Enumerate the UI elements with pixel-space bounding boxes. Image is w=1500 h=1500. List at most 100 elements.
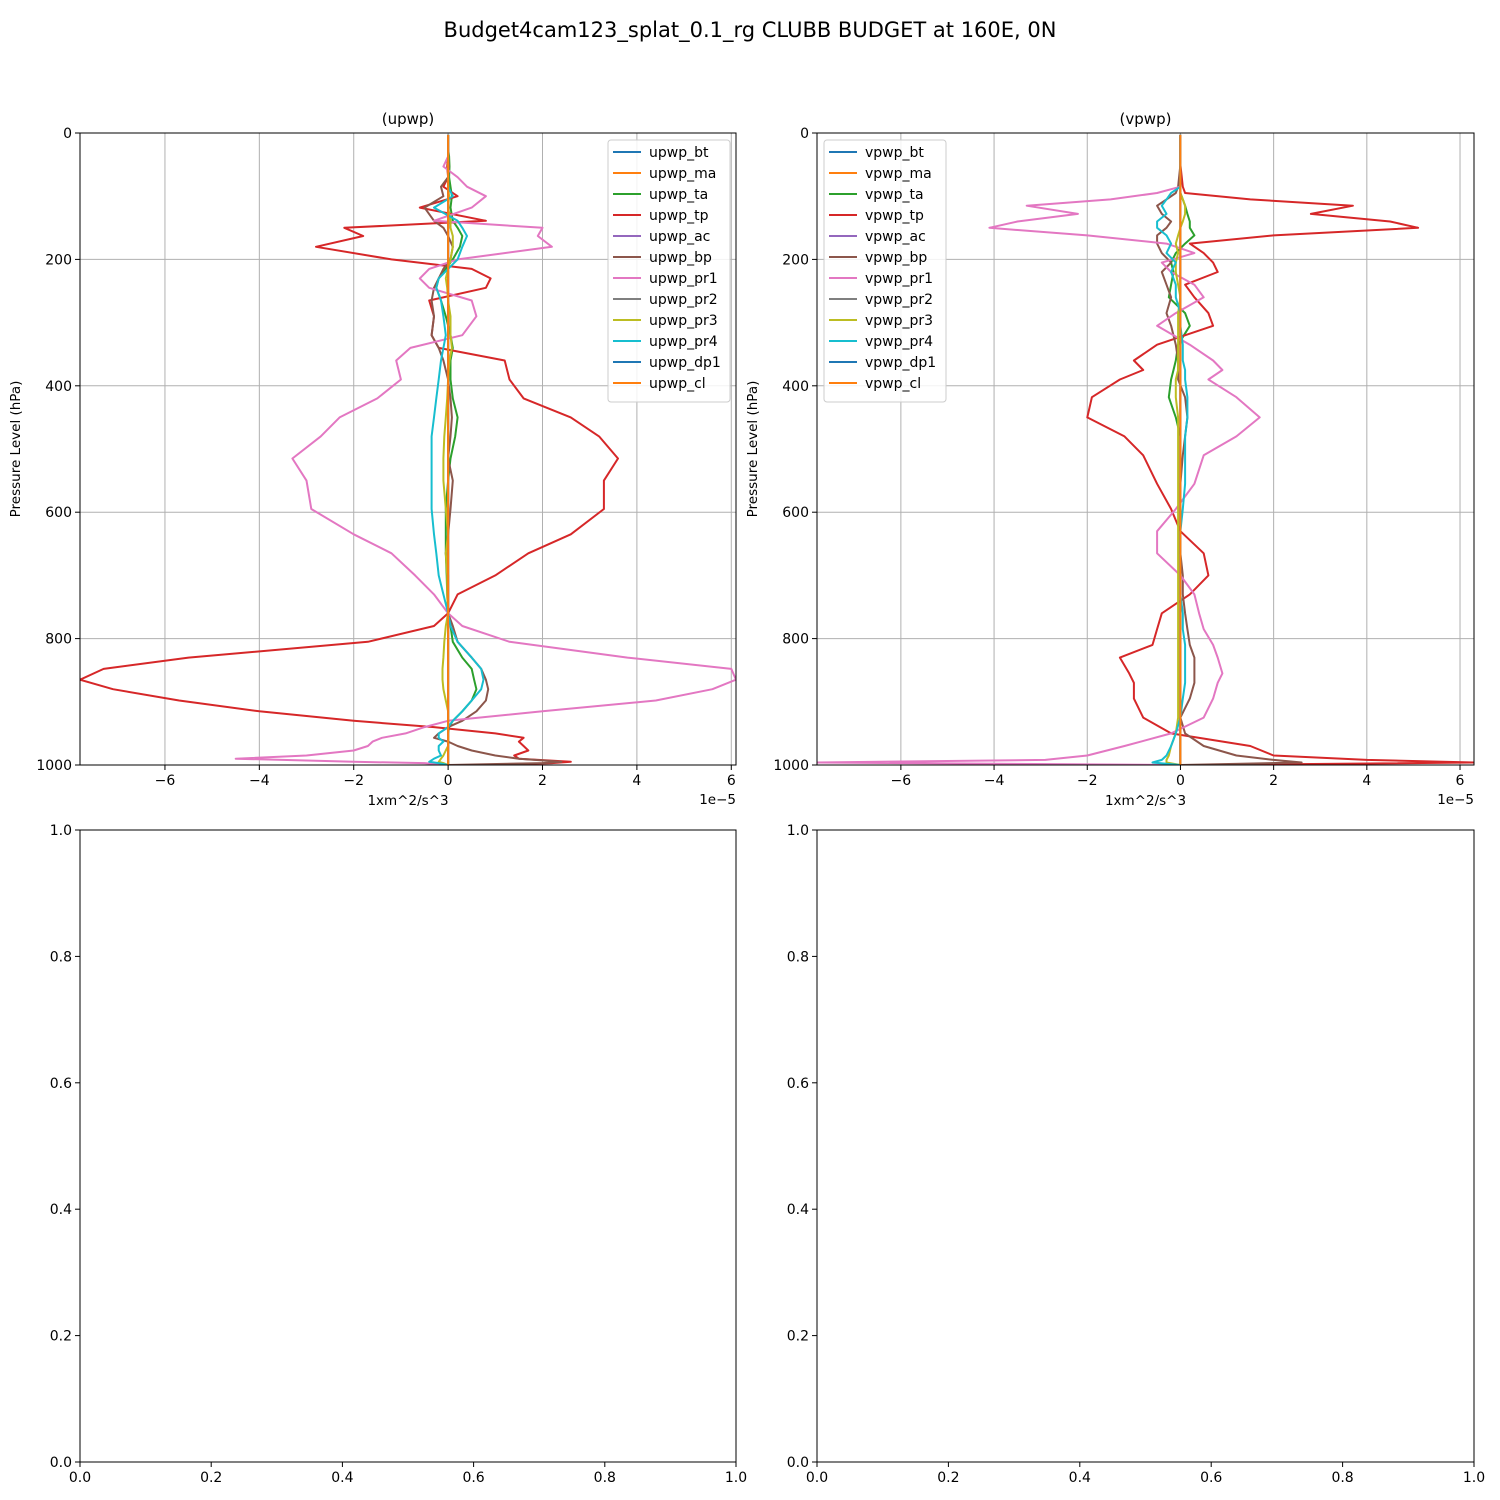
y-tick-label: 1000 <box>773 758 809 774</box>
x-tick-label: 0.8 <box>1331 1470 1353 1486</box>
legend-label-upwp_ma: upwp_ma <box>649 166 716 182</box>
y-tick-label: 0.8 <box>50 949 72 965</box>
legend-box <box>823 139 947 403</box>
legend-label-upwp_tp: upwp_tp <box>649 208 709 224</box>
axes-title: (vpwp) <box>1120 110 1172 128</box>
legend-label-vpwp_pr2: vpwp_pr2 <box>865 292 933 308</box>
x-tick-label: 2 <box>1269 773 1278 789</box>
legend-label-vpwp_bt: vpwp_bt <box>865 145 924 161</box>
x-tick-label: 0.6 <box>1200 1470 1222 1486</box>
axes-title: (upwp) <box>382 110 435 128</box>
legend-label-upwp_dp1: upwp_dp1 <box>649 355 721 371</box>
figure-suptitle: Budget4cam123_splat_0.1_rg CLUBB BUDGET … <box>444 18 1057 43</box>
panel-3: 0.0 0.2 0.4 0.6 0.8 1.0 0.0 0.2 0.4 0.6 0.8 1.0 <box>50 823 747 1486</box>
series-line-vpwp_pr3 <box>1165 134 1187 765</box>
series-line-vpwp_pr1 <box>817 134 1261 765</box>
legend-label-upwp_ac: upwp_ac <box>649 229 710 245</box>
y-tick-label: 600 <box>782 505 809 521</box>
legend-label-vpwp_cl: vpwp_cl <box>865 376 921 392</box>
legend-label-vpwp_bp: vpwp_bp <box>865 250 927 266</box>
legend-label-vpwp_pr1: vpwp_pr1 <box>865 271 933 287</box>
y-tick-label: 800 <box>45 632 72 648</box>
y-axis-label: Pressure Level (hPa) <box>8 381 24 518</box>
legend-label-vpwp_tp: vpwp_tp <box>865 208 924 224</box>
panel-4: 0.0 0.2 0.4 0.6 0.8 1.0 0.0 0.2 0.4 0.6 0.8 1.0 <box>787 823 1485 1486</box>
y-tick-label: 800 <box>782 632 809 648</box>
x-tick-label: 0.4 <box>331 1470 353 1486</box>
x-tick-label: 0.0 <box>69 1470 91 1486</box>
legend-label-upwp_bp: upwp_bp <box>649 250 712 266</box>
series-line-upwp_pr1 <box>234 134 736 765</box>
x-tick-label: −2 <box>1077 773 1098 789</box>
y-tick-label: 600 <box>45 505 72 521</box>
y-tick-label: 1.0 <box>50 823 72 839</box>
axes-frame <box>816 132 1475 766</box>
y-axis-label: Pressure Level (hPa) <box>745 381 761 518</box>
axes-frame <box>79 132 737 766</box>
legend-label-upwp_pr2: upwp_pr2 <box>649 292 718 308</box>
y-tick-label: 0 <box>63 126 72 142</box>
x-tick-label: 0.2 <box>937 1470 959 1486</box>
legend-label-vpwp_dp1: vpwp_dp1 <box>865 355 936 371</box>
y-tick-label: 1000 <box>36 758 72 774</box>
x-tick-label: 6 <box>727 773 736 789</box>
x-tick-label: 2 <box>538 773 547 789</box>
y-tick-label: 200 <box>782 252 809 268</box>
series-group <box>80 134 736 765</box>
panels-group: −6 −4 −2 0 2 4 602004006008001000(upwp)1xm^2/s… <box>8 110 1485 1486</box>
x-tick-label: −4 <box>249 773 270 789</box>
legend-label-upwp_pr1: upwp_pr1 <box>649 271 718 287</box>
y-tick-label: 0.0 <box>787 1455 809 1471</box>
panel-1: −6 −4 −2 0 2 4 6 0 200 400 600 800 1000 (upwp) 1xm^2/s… <box>8 110 737 809</box>
legend-label-vpwp_ma: vpwp_ma <box>865 166 932 182</box>
legend: vpwp_bt vpwp_ma vpwp_ta vpwp_tp vpwp_ac vpwp_… <box>823 139 947 403</box>
x-tick-label: 1.0 <box>725 1470 747 1486</box>
legend-label-vpwp_ac: vpwp_ac <box>865 229 926 245</box>
legend-label-upwp_bt: upwp_bt <box>649 145 709 161</box>
x-axis-offset-text: 1e−5 <box>1437 792 1474 808</box>
y-tick-label: 0.6 <box>50 1076 72 1092</box>
x-tick-label: −2 <box>343 773 364 789</box>
x-tick-label: 1.0 <box>1463 1470 1485 1486</box>
legend-label-upwp_pr4: upwp_pr4 <box>649 334 718 350</box>
axes-frame <box>79 829 737 1463</box>
x-tick-label: 0.8 <box>594 1470 616 1486</box>
y-tick-label: 0 <box>800 126 809 142</box>
x-tick-label: 0.0 <box>806 1470 828 1486</box>
series-line-upwp_pr4 <box>428 134 485 765</box>
series-line-vpwp_tp <box>1086 134 1474 765</box>
x-tick-label: −6 <box>155 773 176 789</box>
y-tick-label: 0.4 <box>50 1202 72 1218</box>
legend-label-upwp_ta: upwp_ta <box>649 187 708 203</box>
legend-label-vpwp_pr3: vpwp_pr3 <box>865 313 933 329</box>
legend-label-upwp_cl: upwp_cl <box>649 376 706 392</box>
y-tick-label: 400 <box>45 379 72 395</box>
legend-label-vpwp_pr4: vpwp_pr4 <box>865 334 933 350</box>
x-axis-label: 1xm^2/s^3 <box>367 793 448 809</box>
series-line-upwp_tp <box>80 134 619 765</box>
x-tick-label: 4 <box>1362 773 1371 789</box>
axes-frame <box>816 829 1475 1463</box>
y-tick-label: 0.0 <box>50 1455 72 1471</box>
x-tick-label: 0 <box>1176 773 1185 789</box>
x-tick-label: 0.4 <box>1069 1470 1091 1486</box>
series-line-vpwp_bp <box>1156 134 1303 765</box>
x-axis-offset-text: 1e−5 <box>699 792 736 808</box>
legend-box <box>607 139 731 403</box>
legend: upwp_bt upwp_ma upwp_ta upwp_tp upwp_ac upwp_… <box>607 139 731 403</box>
y-tick-label: 0.6 <box>787 1076 809 1092</box>
x-axis-label: 1xm^2/s^3 <box>1105 793 1186 809</box>
series-group <box>817 134 1474 765</box>
x-tick-label: 4 <box>632 773 641 789</box>
x-tick-label: −4 <box>984 773 1005 789</box>
y-tick-label: 0.2 <box>787 1329 809 1345</box>
y-tick-label: 0.2 <box>50 1329 72 1345</box>
x-tick-label: 0.6 <box>462 1470 484 1486</box>
y-tick-label: 200 <box>45 252 72 268</box>
x-tick-label: 0 <box>444 773 453 789</box>
x-tick-label: 6 <box>1456 773 1465 789</box>
x-tick-label: −6 <box>891 773 912 789</box>
series-line-vpwp_pr4 <box>1151 134 1189 765</box>
